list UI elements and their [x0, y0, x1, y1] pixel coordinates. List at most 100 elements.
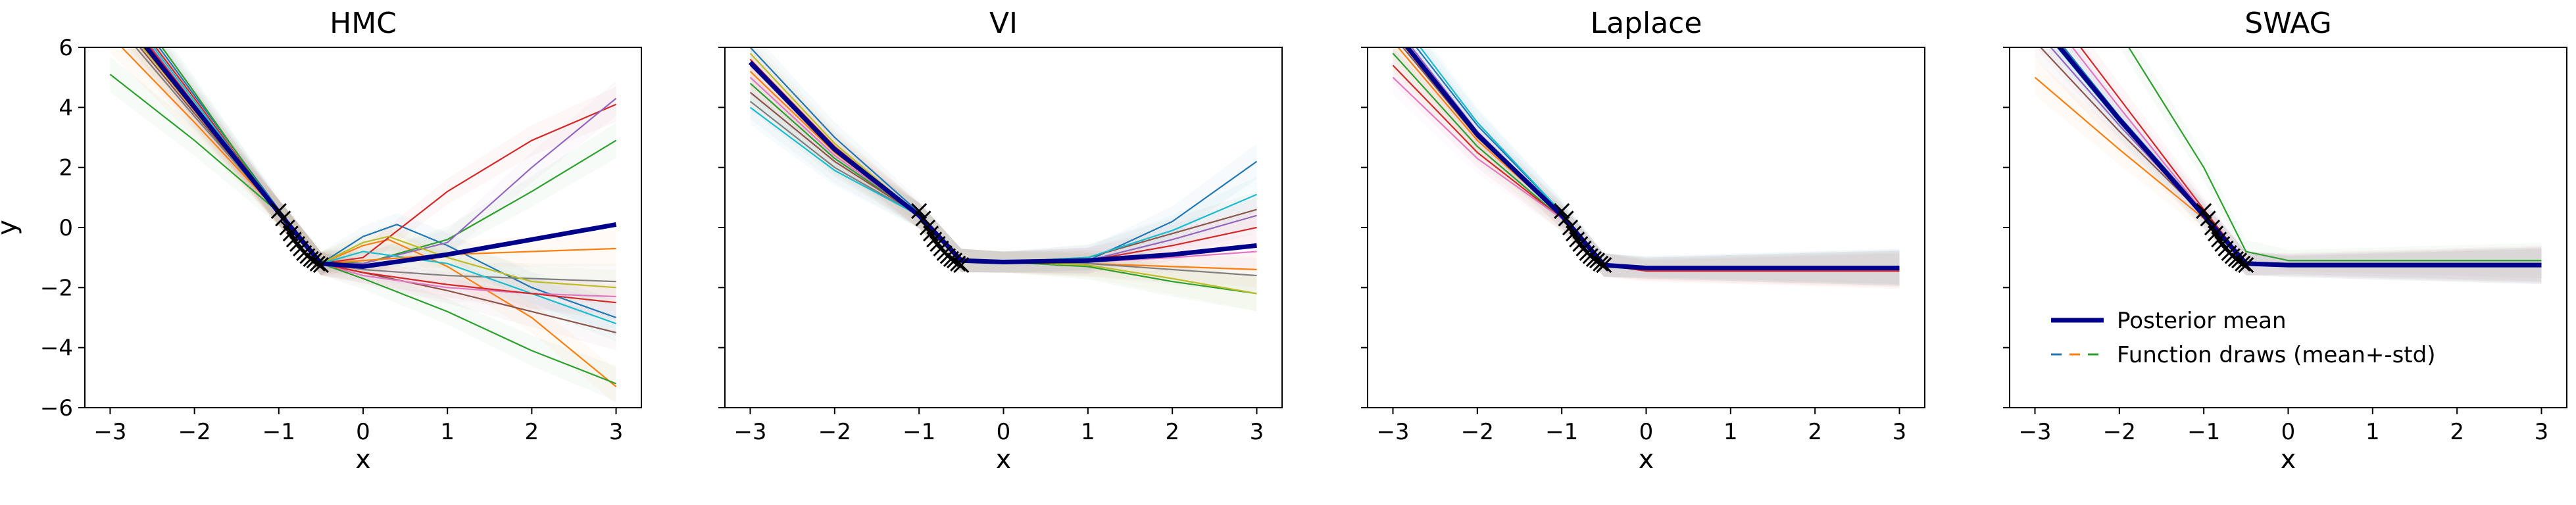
draw-band	[750, 74, 1257, 273]
x-tick-label: 3	[609, 419, 624, 445]
observation-marker	[309, 255, 326, 272]
x-tick-label: 0	[2281, 419, 2296, 445]
observation-marker	[1593, 255, 1609, 272]
x-tick-label: 3	[1250, 419, 1264, 445]
x-tick-label: −2	[2103, 419, 2136, 445]
x-tick-label: 0	[1639, 419, 1654, 445]
observation-marker	[312, 257, 329, 274]
draw-band	[130, 47, 616, 276]
x-tick-label: 3	[2535, 419, 2549, 445]
panel-title: SWAG	[2244, 7, 2331, 40]
panel-laplace: Laplace x −3 −2 −1 0 1 2 3	[1361, 7, 1925, 475]
x-axis-label: x	[996, 445, 1012, 475]
observation-marker	[950, 255, 966, 272]
x-tick-label: 2	[2450, 419, 2464, 445]
x-tick-label: 2	[525, 419, 539, 445]
plot-area	[748, 47, 1258, 312]
draw-band	[110, 47, 616, 404]
posterior-mean-line	[748, 60, 1257, 265]
x-tick-label: 0	[356, 419, 370, 445]
x-tick-label: −3	[733, 419, 766, 445]
observation-marker	[303, 251, 319, 268]
x-tick-label: 2	[1808, 419, 1822, 445]
x-tick-label: −1	[903, 419, 935, 445]
plot-area	[1392, 47, 1900, 289]
x-tick-label: −2	[1461, 419, 1494, 445]
posterior-mean-line	[2056, 47, 2542, 268]
x-tick-label: −2	[818, 419, 851, 445]
x-tick-label: 1	[2365, 419, 2380, 445]
panel-vi: VI x −3 −2 −1 0 1 2 3	[718, 7, 1283, 475]
draw-band	[146, 47, 616, 335]
observation-marker	[953, 257, 970, 274]
observation-marker	[1554, 203, 1570, 219]
observation-marker	[2227, 251, 2244, 268]
draw-band	[2035, 59, 2542, 285]
draw-band	[2068, 47, 2542, 281]
x-tick-label: −3	[93, 419, 126, 445]
x-axis-label: x	[2281, 445, 2296, 475]
observation-marker	[2238, 257, 2254, 274]
y-tick-label: 4	[59, 95, 73, 121]
observation-marker	[943, 251, 959, 268]
function-draw-line	[161, 47, 616, 385]
draw-band	[2119, 47, 2542, 279]
posterior-mean-line	[1404, 47, 1900, 271]
plot-area	[109, 47, 617, 404]
observation-marker	[2235, 255, 2251, 272]
observation-marker	[2200, 210, 2216, 227]
panel-title: VI	[989, 7, 1018, 40]
y-tick-label: −6	[40, 395, 73, 421]
observation-marker	[2196, 203, 2212, 219]
observation-marker	[911, 203, 928, 219]
x-tick-label: −3	[1376, 419, 1409, 445]
panel-title: Laplace	[1591, 7, 1702, 40]
x-tick-label: 0	[997, 419, 1011, 445]
x-tick-label: −3	[2018, 419, 2051, 445]
draw-band	[140, 47, 616, 342]
panel-swag: SWAG x −3 −2 −1 0 1 2 3	[2003, 7, 2567, 475]
observation-marker	[270, 203, 287, 219]
draw-band	[110, 57, 616, 274]
draw-band	[2050, 47, 2542, 283]
draw-band	[750, 89, 1257, 273]
draw-band	[1398, 47, 1900, 285]
legend-draws-label: Function draws (mean+-std)	[2117, 342, 2435, 368]
y-tick-label: 6	[59, 35, 73, 61]
draw-band	[1402, 47, 1900, 286]
draw-band	[1393, 59, 1900, 287]
y-tick-label: 2	[59, 155, 73, 181]
x-tick-label: −1	[2187, 419, 2220, 445]
draw-band	[134, 47, 616, 314]
x-axis-label: x	[355, 445, 371, 475]
panel-hmc: HMC x y −3 −2 −1 0 1 2 3 −6 −4 −2 0 2 4 6	[0, 7, 642, 475]
x-tick-label: −2	[178, 419, 211, 445]
x-tick-label: 2	[1165, 419, 1179, 445]
x-tick-label: −1	[262, 419, 295, 445]
x-tick-label: −1	[1545, 419, 1578, 445]
draw-band	[1393, 47, 1900, 287]
legend-mean-label: Posterior mean	[2117, 308, 2287, 334]
function-draw-line	[155, 47, 616, 264]
function-draw-line	[2127, 47, 2542, 262]
y-axis-label: y	[0, 220, 22, 235]
x-tick-label: 3	[1893, 419, 1907, 445]
panel-title: HMC	[330, 7, 397, 40]
draw-band	[2035, 47, 2542, 283]
posterior-mean-line	[143, 47, 617, 269]
x-tick-label: 1	[1081, 419, 1095, 445]
x-tick-label: 1	[440, 419, 455, 445]
function-draw-line	[152, 47, 616, 325]
legend: Posterior mean Function draws (mean+-std…	[2051, 308, 2435, 368]
draw-band	[1393, 47, 1900, 289]
observation-marker	[915, 210, 931, 227]
function-draw-line	[120, 47, 617, 387]
y-tick-label: −2	[40, 275, 73, 301]
y-tick-label: −4	[40, 335, 73, 362]
observation-marker	[1585, 251, 1602, 268]
observation-marker	[1596, 257, 1612, 274]
observation-marker	[1558, 210, 1574, 227]
y-tick-label: 0	[59, 215, 73, 241]
x-tick-label: 1	[1723, 419, 1738, 445]
